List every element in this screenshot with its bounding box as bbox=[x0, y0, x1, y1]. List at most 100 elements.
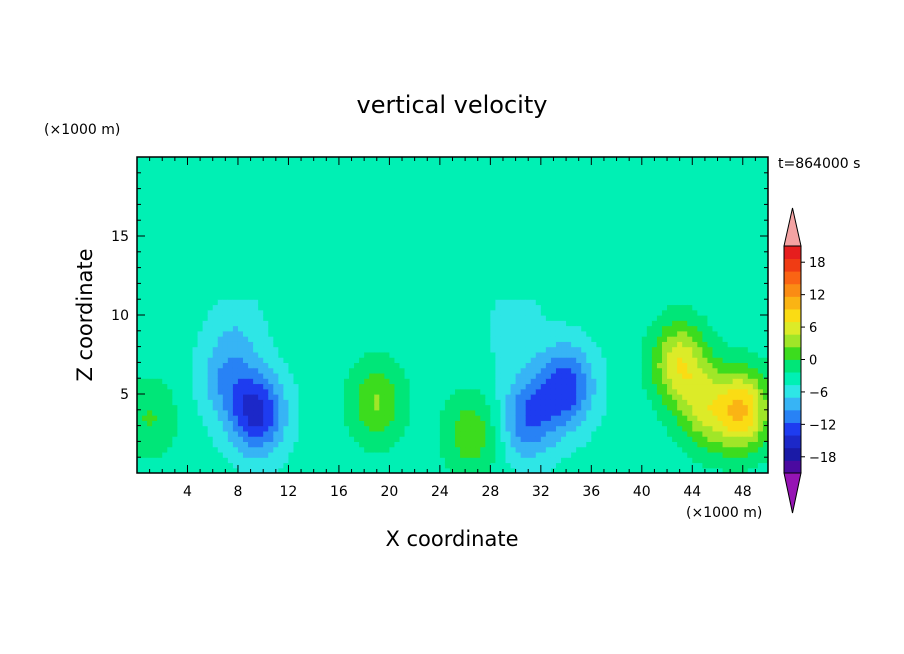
field-cell bbox=[444, 341, 451, 348]
field-cell bbox=[268, 330, 274, 337]
field-cell bbox=[475, 225, 481, 232]
field-cell bbox=[172, 441, 178, 448]
field-cell bbox=[318, 304, 325, 311]
field-cell bbox=[449, 288, 456, 295]
field-cell bbox=[288, 378, 295, 385]
field-cell bbox=[409, 436, 416, 442]
field-cell bbox=[187, 430, 194, 437]
field-cell bbox=[460, 178, 466, 184]
field-cell bbox=[404, 214, 411, 221]
field-cell bbox=[434, 446, 441, 453]
field-cell bbox=[409, 293, 416, 300]
field-cell bbox=[232, 225, 239, 232]
field-cell bbox=[268, 172, 274, 179]
field-cell bbox=[470, 436, 476, 442]
field-cell bbox=[359, 320, 365, 327]
field-cell bbox=[318, 436, 325, 442]
field-cell bbox=[182, 267, 189, 274]
field-cell bbox=[273, 457, 279, 464]
field-cell bbox=[419, 362, 426, 369]
field-cell bbox=[283, 394, 290, 400]
field-cell bbox=[404, 378, 411, 385]
field-cell bbox=[293, 257, 300, 263]
field-cell bbox=[318, 394, 325, 400]
field-cell bbox=[313, 330, 320, 337]
field-cell bbox=[217, 362, 224, 369]
field-cell bbox=[232, 278, 239, 284]
field-cell bbox=[439, 425, 446, 432]
field-cell bbox=[177, 188, 184, 195]
field-cell bbox=[278, 320, 284, 327]
field-cell bbox=[333, 409, 340, 416]
field-cell bbox=[243, 351, 249, 358]
field-cell bbox=[439, 378, 446, 385]
field-cell bbox=[394, 462, 401, 469]
field-cell bbox=[313, 409, 320, 416]
field-cell bbox=[147, 451, 153, 458]
field-cell bbox=[394, 241, 401, 248]
field-cell bbox=[495, 425, 502, 432]
field-cell bbox=[550, 404, 557, 411]
field-cell bbox=[278, 436, 284, 442]
field-cell bbox=[505, 225, 512, 232]
field-cell bbox=[157, 362, 163, 369]
field-cell bbox=[288, 404, 295, 411]
field-cell bbox=[328, 409, 335, 416]
field-cell bbox=[182, 409, 189, 416]
field-cell bbox=[253, 346, 259, 353]
field-cell bbox=[429, 457, 436, 464]
field-cell bbox=[212, 341, 219, 348]
field-cell bbox=[424, 304, 431, 311]
field-cell bbox=[308, 436, 315, 442]
field-cell bbox=[389, 409, 396, 416]
field-cell bbox=[308, 251, 315, 258]
field-cell bbox=[202, 183, 209, 190]
field-cell bbox=[389, 288, 396, 295]
field-cell bbox=[434, 367, 441, 374]
field-cell bbox=[237, 267, 244, 274]
field-cell bbox=[217, 383, 224, 390]
field-cell bbox=[399, 351, 406, 358]
field-cell bbox=[217, 351, 224, 358]
field-cell bbox=[157, 193, 163, 200]
field-cell bbox=[550, 451, 557, 458]
field-cell bbox=[419, 288, 426, 295]
field-cell bbox=[409, 257, 416, 263]
field-cell bbox=[137, 209, 143, 216]
field-cell bbox=[369, 436, 375, 442]
field-cell bbox=[419, 425, 426, 432]
field-cell bbox=[525, 430, 532, 437]
field-cell bbox=[298, 178, 305, 184]
field-cell bbox=[182, 246, 189, 253]
field-cell bbox=[147, 193, 153, 200]
field-cell bbox=[394, 325, 401, 332]
field-cell bbox=[167, 204, 173, 211]
field-cell bbox=[424, 409, 431, 416]
field-cell bbox=[399, 409, 406, 416]
field-cell bbox=[460, 193, 466, 200]
field-cell bbox=[182, 346, 189, 353]
field-cell bbox=[354, 209, 360, 216]
field-cell bbox=[439, 430, 446, 437]
field-cell bbox=[434, 399, 441, 406]
field-cell bbox=[374, 446, 380, 453]
field-cell bbox=[167, 267, 173, 274]
field-cell bbox=[455, 199, 461, 205]
field-cell bbox=[172, 193, 178, 200]
field-cell bbox=[389, 304, 396, 311]
field-cell bbox=[449, 451, 456, 458]
field-cell bbox=[293, 293, 300, 300]
field-cell bbox=[389, 446, 396, 453]
field-cell bbox=[540, 209, 547, 216]
field-cell bbox=[439, 367, 446, 374]
field-cell bbox=[162, 246, 168, 253]
field-cell bbox=[414, 188, 421, 195]
field-cell bbox=[374, 172, 380, 179]
field-cell bbox=[207, 378, 214, 385]
field-cell bbox=[545, 372, 552, 379]
field-cell bbox=[333, 467, 340, 473]
field-cell bbox=[455, 246, 461, 253]
field-cell bbox=[343, 420, 350, 427]
field-cell bbox=[530, 362, 537, 369]
field-cell bbox=[505, 272, 512, 279]
